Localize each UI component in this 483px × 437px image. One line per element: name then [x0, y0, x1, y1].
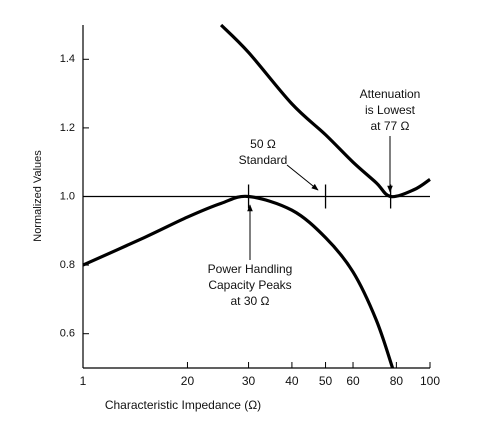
x-tick-label: 30: [242, 374, 256, 388]
annotation: is Lowest: [365, 103, 416, 117]
annotation: Standard: [239, 153, 288, 167]
x-tick-label: 1: [80, 374, 87, 388]
x-tick-label: 60: [346, 374, 360, 388]
annotation: at 30 Ω: [231, 294, 270, 308]
y-tick-label: 1.0: [60, 190, 75, 202]
annotation: Attenuation: [360, 87, 421, 101]
y-tick-label: 1.2: [60, 122, 75, 134]
x-tick-label: 20: [181, 374, 195, 388]
curve: [82, 194, 395, 369]
x-tick-label: 50: [319, 374, 333, 388]
annotation: Capacity Peaks: [208, 278, 291, 292]
y-tick-label: 1.4: [60, 53, 75, 65]
y-axis-label: Normalized Values: [32, 150, 44, 242]
x-tick-label: 100: [420, 374, 440, 388]
y-tick-label: 0.6: [60, 328, 75, 340]
y-tick-label: 0.8: [60, 259, 75, 271]
arrow: [286, 164, 319, 191]
x-tick-label: 40: [285, 374, 299, 388]
annotation: Power Handling: [208, 262, 293, 276]
curve: [219, 23, 431, 199]
annotation: at 77 Ω: [371, 119, 410, 133]
x-tick-label: 80: [390, 374, 404, 388]
x-axis-label: Characteristic Impedance (Ω): [105, 398, 261, 412]
annotation: 50 Ω: [250, 137, 276, 151]
